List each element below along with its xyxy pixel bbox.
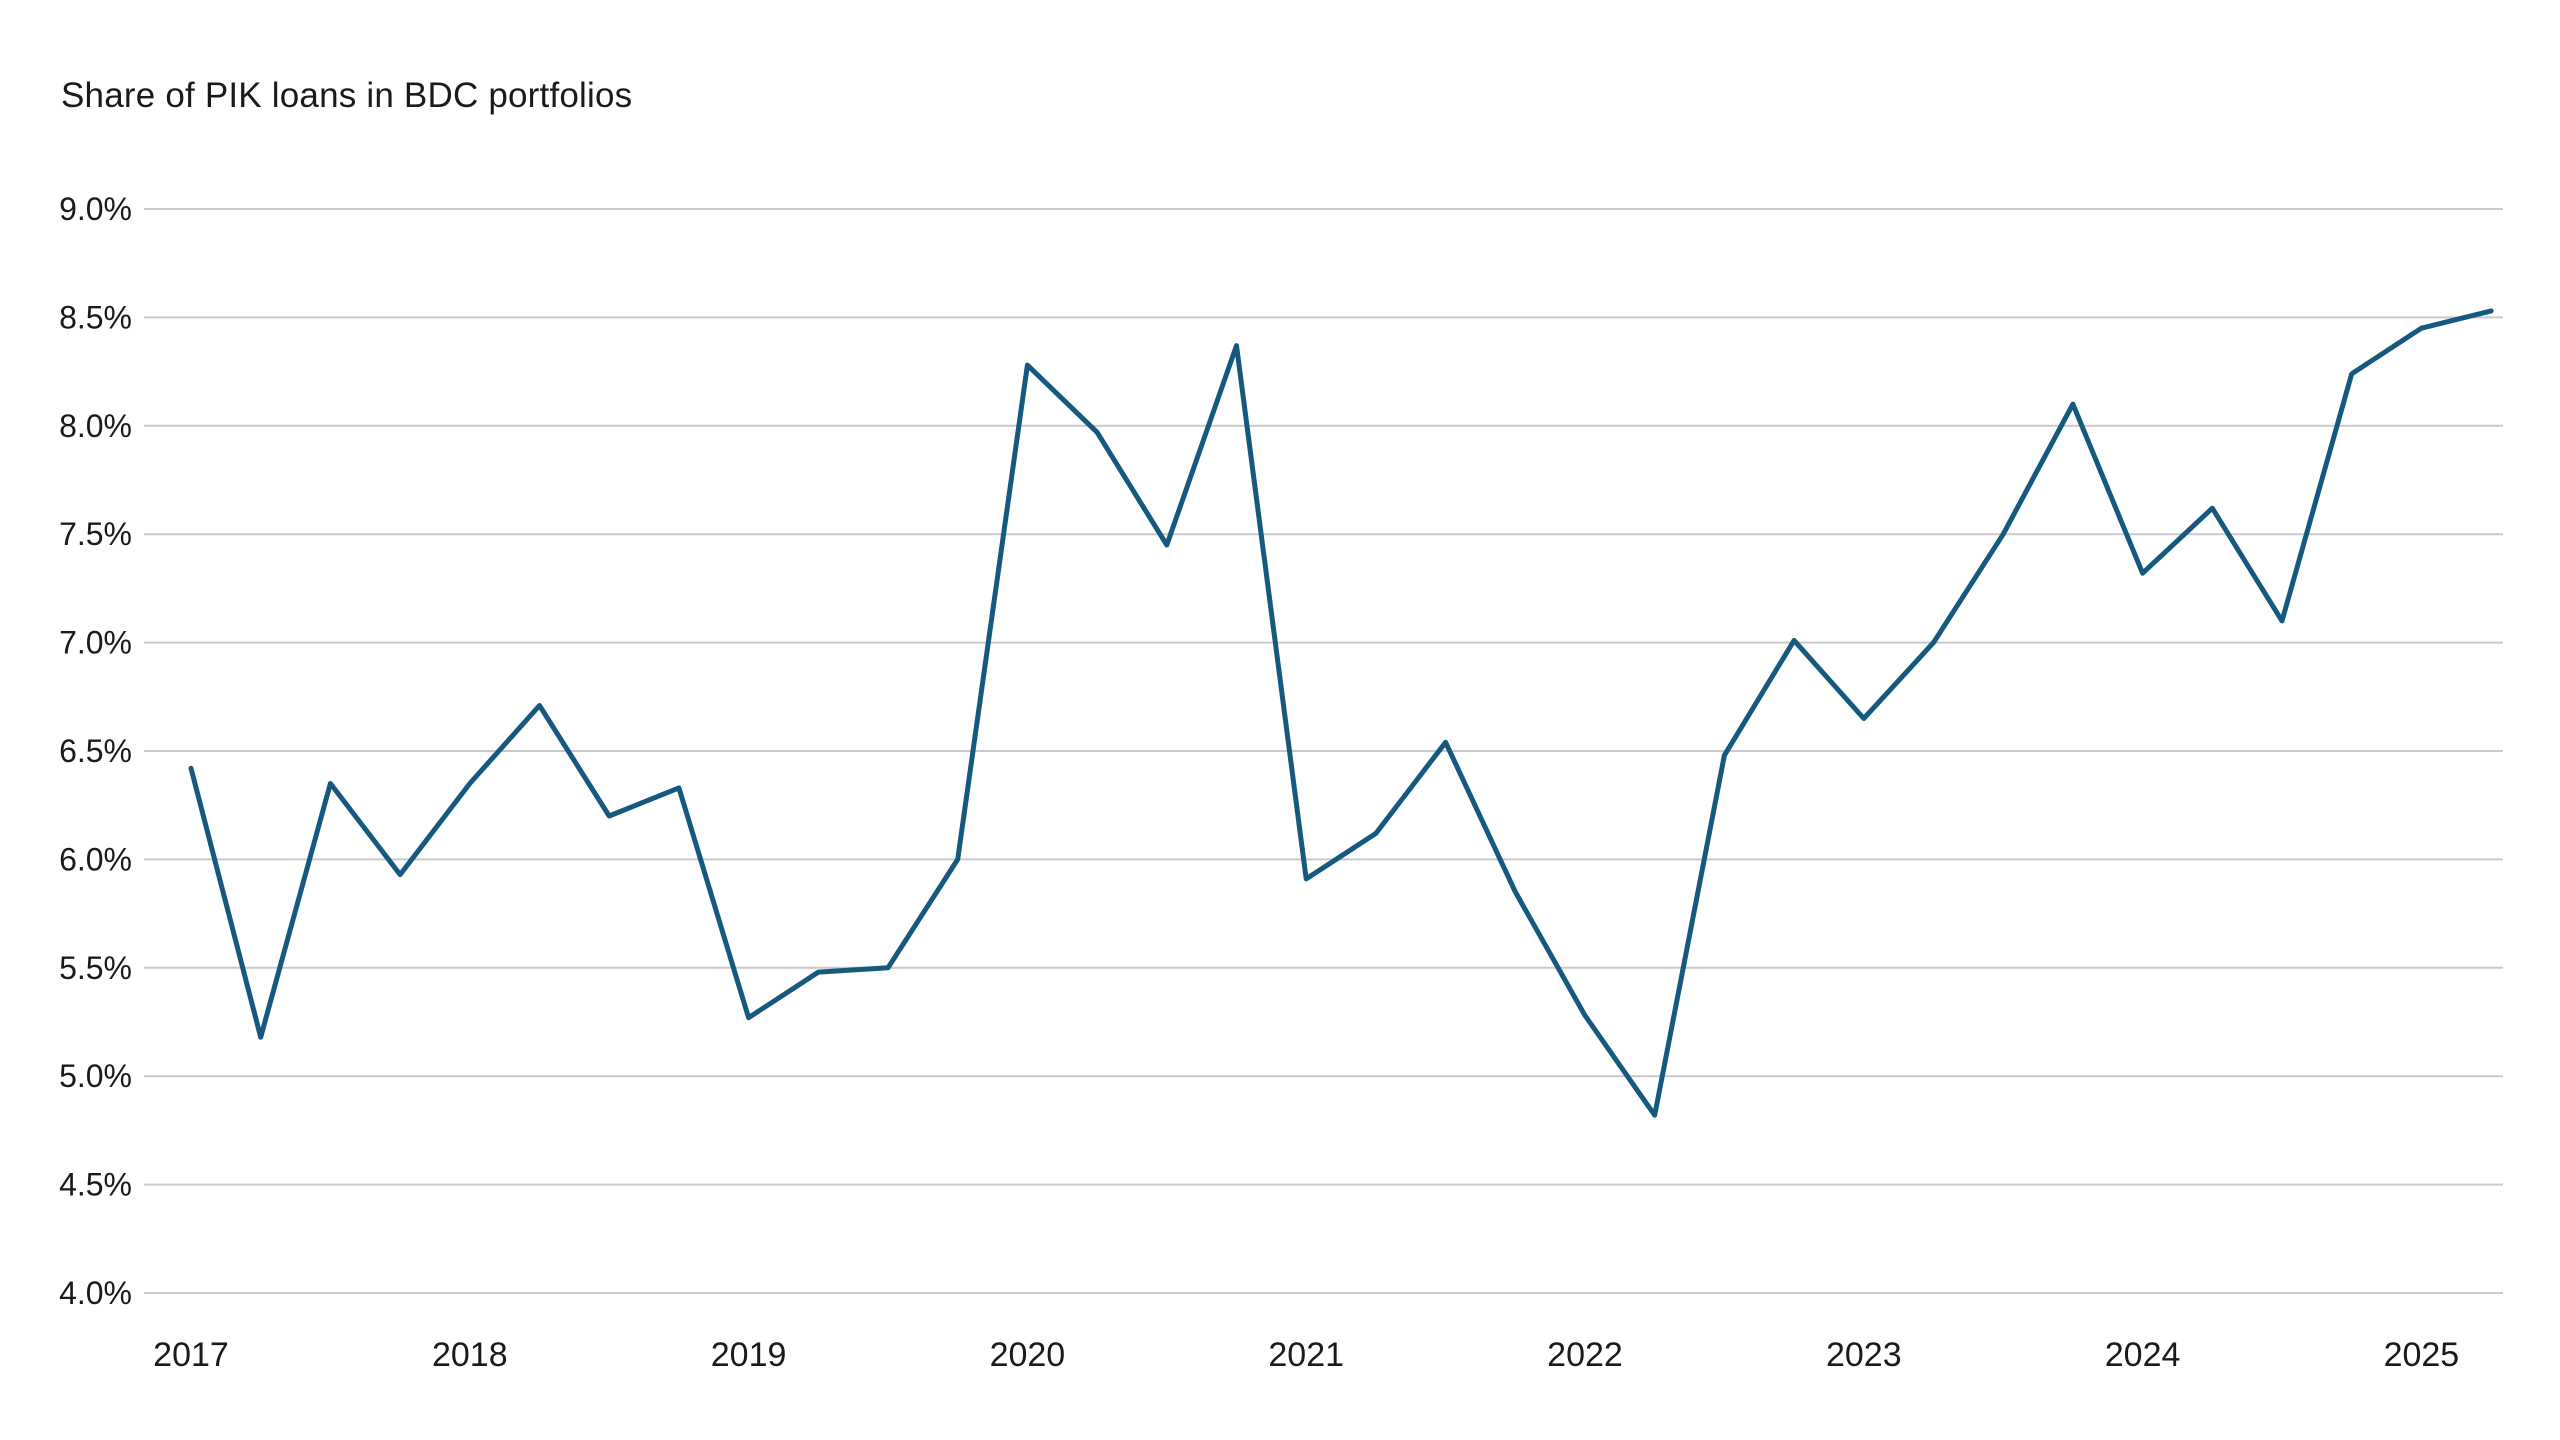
x-axis-tick-label: 2019: [711, 1336, 787, 1374]
x-axis-tick-label: 2024: [2105, 1336, 2181, 1374]
y-axis-tick-label: 8.0%: [59, 408, 132, 444]
x-axis-tick-label: 2018: [432, 1336, 508, 1374]
y-axis-tick-label: 7.5%: [59, 516, 132, 552]
x-axis-tick-label: 2017: [153, 1336, 229, 1374]
y-axis-tick-label: 4.0%: [59, 1275, 132, 1311]
y-axis-tick-label: 5.0%: [59, 1058, 132, 1094]
y-axis-tick-label: 6.0%: [59, 841, 132, 877]
y-axis-tick-label: 6.5%: [59, 733, 132, 769]
y-axis-tick-label: 5.5%: [59, 950, 132, 986]
y-axis-tick-label: 8.5%: [59, 299, 132, 335]
y-axis-tick-label: 7.0%: [59, 625, 132, 661]
x-axis-tick-label: 2021: [1268, 1336, 1344, 1374]
x-axis-tick-label: 2025: [2384, 1336, 2460, 1374]
x-axis-tick-label: 2020: [990, 1336, 1066, 1374]
y-axis-tick-label: 4.5%: [59, 1167, 132, 1203]
x-axis-tick-label: 2023: [1826, 1336, 1902, 1374]
x-axis-tick-label: 2022: [1547, 1336, 1623, 1374]
pik-share-data-line: [188, 308, 2494, 1118]
y-axis-tick-label: 9.0%: [59, 191, 132, 227]
chart-title: Share of PIK loans in BDC portfolios: [61, 76, 633, 115]
